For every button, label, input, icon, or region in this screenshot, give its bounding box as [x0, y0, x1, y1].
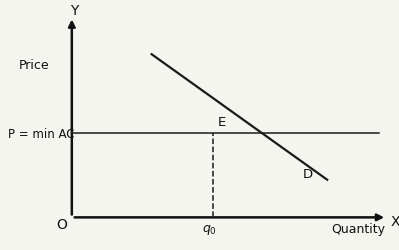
Text: X: X — [390, 214, 399, 228]
Text: $q_0$: $q_0$ — [202, 222, 217, 236]
Text: Y: Y — [70, 4, 78, 18]
Text: O: O — [56, 217, 67, 231]
Text: Quantity: Quantity — [331, 222, 385, 235]
Text: D: D — [303, 167, 313, 180]
Text: E: E — [217, 116, 226, 129]
Text: P = min AC: P = min AC — [8, 127, 75, 140]
Text: Price: Price — [19, 58, 49, 71]
